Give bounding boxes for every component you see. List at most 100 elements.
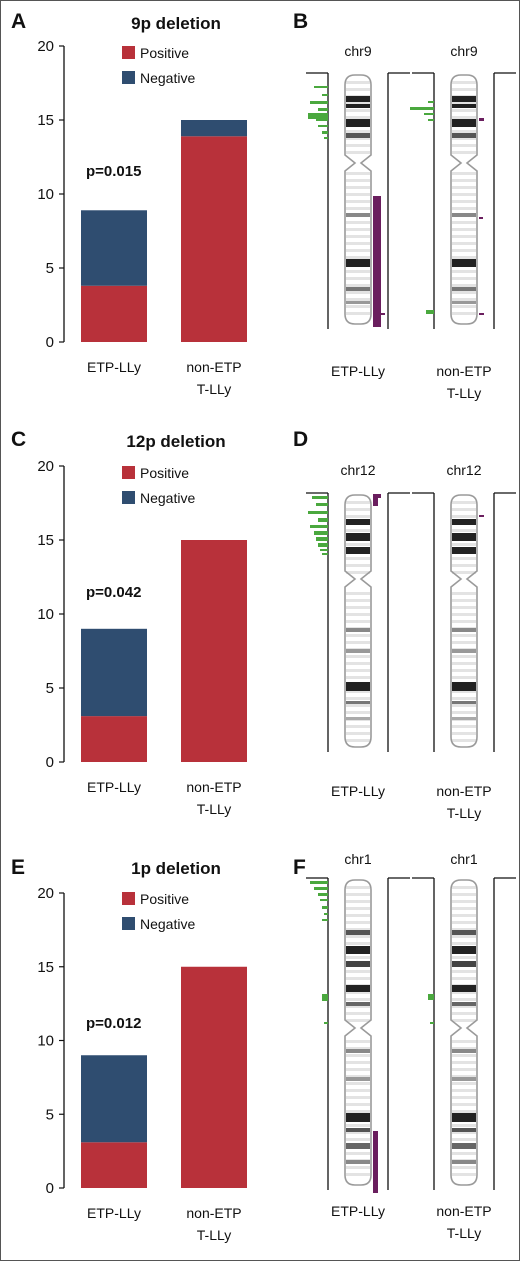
- chromosome-band: [452, 1113, 476, 1122]
- y-tick-label: 20: [37, 38, 54, 55]
- bar-negative: [81, 210, 147, 286]
- chromosome-band: [452, 592, 476, 595]
- chromosome-band: [452, 270, 476, 273]
- copy-number-gain-bar: [310, 881, 328, 884]
- chromosome-band: [452, 1103, 476, 1106]
- chromosome-band: [346, 543, 370, 546]
- legend-label: Positive: [140, 891, 189, 907]
- copy-number-gain-bar: [430, 1022, 434, 1024]
- y-tick-label: 15: [37, 959, 54, 976]
- x-category-label: non-ETP: [186, 359, 241, 375]
- chromosome-band: [346, 1049, 370, 1053]
- chromosome-band: [452, 547, 476, 554]
- chromosome-band: [346, 1061, 370, 1064]
- y-tick-label: 15: [37, 112, 54, 129]
- copy-number-gain-bar: [428, 101, 434, 103]
- chromosome-band: [346, 88, 370, 91]
- copy-number-gain-bar: [318, 125, 328, 127]
- copy-number-gain-bar: [308, 511, 328, 514]
- chromosome-name: chr9: [344, 43, 371, 59]
- chromosome-band: [452, 998, 476, 1001]
- chromosome-band: [346, 900, 370, 903]
- chromosome-band: [452, 256, 476, 259]
- group-label: non-ETP: [436, 783, 491, 799]
- chromosome-band: [452, 130, 476, 133]
- copy-number-loss-bar: [479, 515, 484, 517]
- chromosome-band: [346, 1012, 370, 1015]
- chromosome-band: [346, 1166, 370, 1169]
- chromosome-band: [452, 697, 476, 700]
- chromosome-band: [452, 200, 476, 203]
- chromosome-band: [452, 1077, 476, 1081]
- x-category-label: ETP-LLy: [87, 359, 141, 375]
- chromosome-band: [346, 137, 370, 140]
- chromosome-outline: [450, 879, 478, 1186]
- chromosome-band: [346, 298, 370, 301]
- chromosome-band: [346, 1113, 370, 1122]
- chromosome-band: [346, 1173, 370, 1176]
- chromosome-ideogram: [450, 879, 478, 1186]
- chart-E: 1p deletion 0 5 10 15 20 ETP-LLy non-ETP T-LLy Po…: [37, 859, 247, 1243]
- chromosome-band: [452, 620, 476, 623]
- chromosome-band: [452, 291, 476, 294]
- chromosome-band: [346, 529, 370, 532]
- chromosome-band: [452, 116, 476, 119]
- chromosome-band: [452, 259, 476, 267]
- x-category-label: non-ETP: [186, 1205, 241, 1221]
- panel-letter-C: C: [11, 428, 26, 451]
- copy-number-gain-bar: [316, 503, 328, 506]
- copy-number-loss-bar: [479, 217, 483, 219]
- chart-title: 1p deletion: [131, 859, 221, 878]
- chromosome-band: [452, 102, 476, 105]
- group-label: T-LLy: [447, 805, 482, 821]
- chromosome-band: [346, 592, 370, 595]
- chromosome-band: [452, 599, 476, 602]
- chart-A: 9p deletion 0 5 10 15 20 ETP-LLy non-ETP T-LLy Po…: [37, 14, 247, 397]
- chromosome-band: [346, 1040, 370, 1043]
- chromosome-band: [452, 277, 476, 280]
- chromosome-band: [452, 242, 476, 245]
- copy-number-gain-bar: [320, 899, 328, 901]
- copy-number-gain-bar: [410, 107, 434, 110]
- chromosome-band: [346, 935, 370, 938]
- chromosome-band: [346, 81, 370, 84]
- chromosome-band: [452, 249, 476, 252]
- chromosome-band: [346, 533, 370, 541]
- chromosome-band: [346, 1019, 370, 1022]
- chromosome-band: [452, 298, 476, 301]
- chromosome-band: [346, 1077, 370, 1081]
- chromosome-outline: [450, 494, 478, 748]
- chromosome-band: [452, 519, 476, 525]
- chromosome-band: [346, 1002, 370, 1006]
- copy-number-gain-bar: [322, 553, 328, 555]
- copy-number-gain-bar: [318, 518, 328, 522]
- chromosome-outline: [344, 494, 372, 748]
- chromosome-band: [452, 88, 476, 91]
- chromosome-band: [452, 571, 476, 574]
- chromosome-band: [452, 1124, 476, 1127]
- chromosome-band: [452, 682, 476, 691]
- y-tick-label: 5: [46, 680, 54, 697]
- chromosome-band: [452, 186, 476, 189]
- legend-label: Negative: [140, 70, 195, 86]
- panel-letter-E: E: [11, 856, 25, 879]
- chromosome-band: [452, 1166, 476, 1169]
- chromosome-band: [346, 998, 370, 1001]
- copy-number-gain-bar: [322, 94, 328, 96]
- chromosome-band: [346, 725, 370, 728]
- chromosome-band: [452, 533, 476, 541]
- chromosome-band: [346, 284, 370, 287]
- bar-positive: [181, 966, 247, 1188]
- bar-negative: [181, 120, 247, 137]
- chromosome-band: [346, 893, 370, 896]
- chromosome-band: [452, 221, 476, 224]
- chromosome-band: [346, 946, 370, 954]
- chromosome-band: [452, 991, 476, 994]
- chromosome-band: [452, 970, 476, 973]
- chromosome-band: [452, 543, 476, 546]
- chromosome-band: [346, 690, 370, 693]
- chromosome-band: [346, 130, 370, 133]
- chromosome-band: [346, 287, 370, 291]
- chromosome-band: [452, 1082, 476, 1085]
